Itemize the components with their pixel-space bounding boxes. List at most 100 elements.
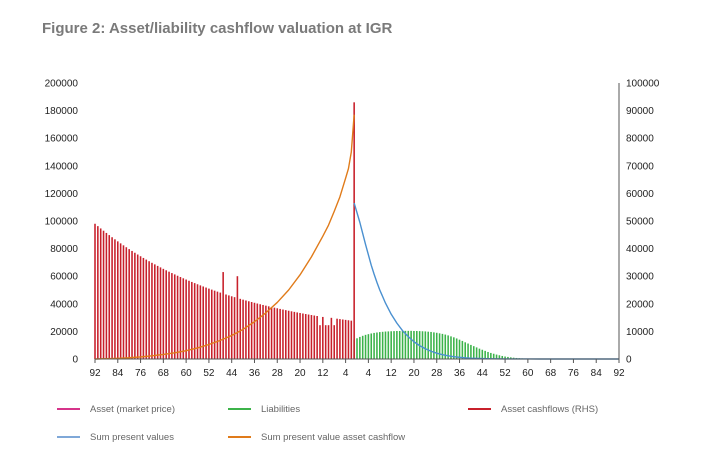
asset-cashflow-bar	[253, 302, 256, 359]
asset-cashflow-bar	[205, 287, 207, 359]
asset-cashflow-bar	[225, 294, 227, 359]
liability-bar	[495, 354, 498, 359]
liability-bar	[435, 332, 438, 359]
liability-bar	[401, 330, 404, 359]
asset-cashflow-bar	[341, 319, 344, 359]
asset-cashflow-bar	[285, 310, 287, 359]
liability-bar	[361, 335, 364, 359]
axes-layer: 0200004000060000800001000001200001400001…	[45, 79, 660, 380]
asset-cashflow-bar	[102, 230, 105, 359]
asset-cashflow-bar	[136, 254, 139, 359]
sum-pv-asset-cashflow-line	[94, 114, 355, 360]
asset-cashflow-bar	[353, 102, 355, 359]
liability-bar	[410, 330, 412, 359]
asset-cashflow-bar	[276, 308, 279, 359]
asset-cashflow-bar	[125, 247, 128, 359]
y-tick-label: 40000	[50, 299, 78, 310]
asset-cashflow-bar	[188, 280, 190, 359]
liability-bar	[393, 331, 395, 359]
asset-cashflow-bar	[139, 256, 142, 359]
liability-bar	[407, 330, 410, 359]
x-tick-label: 28	[431, 368, 443, 379]
liability-bar	[398, 330, 401, 359]
asset-cashflow-bar	[287, 310, 290, 359]
y-tick-label: 0	[72, 355, 78, 366]
asset-cashflow-bar	[310, 315, 313, 359]
x-tick-label: 36	[249, 368, 261, 379]
y-tick-label: 180000	[45, 106, 79, 117]
liability-bar	[475, 347, 478, 359]
liability-bar	[501, 355, 504, 359]
asset-cashflow-bar	[171, 273, 173, 359]
y-tick-label: 140000	[45, 161, 79, 172]
y2-tick-label: 0	[626, 355, 632, 366]
asset-cashflow-bar	[350, 320, 353, 359]
liability-bar	[359, 336, 361, 359]
liability-bar	[384, 331, 387, 359]
asset-cashflow-bar	[111, 237, 113, 359]
asset-cashflow-bar	[162, 268, 165, 359]
asset-cashflow-bar	[114, 239, 116, 359]
y2-tick-label: 60000	[626, 189, 654, 200]
asset-cashflow-bar	[165, 270, 167, 359]
y2-tick-label: 50000	[626, 217, 654, 228]
liability-bar	[381, 331, 384, 359]
asset-cashflow-bar	[210, 289, 213, 359]
x-tick-label: 44	[477, 368, 489, 379]
liability-bar	[379, 332, 381, 359]
liability-bar	[490, 352, 492, 359]
x-tick-label: 60	[181, 368, 193, 379]
asset-cashflow-bar	[219, 292, 222, 359]
liability-bar	[478, 348, 481, 359]
asset-cashflow-bar	[302, 313, 304, 359]
asset-cashflow-bar	[336, 318, 338, 359]
liability-bar	[447, 335, 449, 359]
asset-cashflow-bar	[105, 232, 108, 359]
asset-cashflow-bar	[176, 275, 179, 359]
x-tick-label: 28	[272, 368, 284, 379]
asset-cashflow-bar	[122, 245, 125, 359]
liability-bar	[487, 351, 489, 359]
x-tick-label: 12	[386, 368, 398, 379]
asset-cashflow-bar	[179, 277, 182, 359]
liability-bar	[387, 331, 390, 359]
asset-cashflow-bar	[131, 250, 133, 359]
asset-cashflow-bar	[145, 259, 148, 359]
asset-cashflow-bar	[199, 285, 202, 359]
liability-bar	[461, 340, 464, 359]
liability-bar	[421, 331, 424, 359]
x-tick-label: 4	[366, 368, 372, 379]
x-tick-label: 52	[203, 368, 215, 379]
legend-label: Sum present value asset cashflow	[261, 432, 405, 443]
asset-cashflow-bar	[299, 312, 301, 359]
lines-layer	[94, 114, 619, 360]
asset-cashflow-bar	[273, 307, 276, 359]
liability-bar	[413, 330, 415, 359]
asset-cashflow-bar	[230, 296, 233, 359]
liability-bar	[484, 350, 486, 359]
legend-layer: Asset (market price) Liabilities Asset cas…	[57, 404, 598, 443]
liability-bar	[438, 333, 441, 359]
liability-bar	[507, 356, 509, 359]
y-tick-label: 80000	[50, 244, 78, 255]
asset-cashflow-bar	[99, 228, 102, 359]
y-tick-label: 100000	[45, 217, 79, 228]
y-tick-label: 200000	[45, 79, 79, 90]
asset-cashflow-bar	[97, 226, 99, 359]
x-tick-label: 20	[294, 368, 306, 379]
asset-cashflow-bar	[208, 288, 210, 359]
asset-cashflow-bar	[191, 281, 193, 359]
asset-cashflow-bar	[173, 274, 176, 359]
liability-bar	[444, 334, 447, 359]
liability-bar	[498, 355, 501, 359]
asset-cashflow-bar	[265, 305, 267, 359]
asset-cashflow-bar	[196, 284, 199, 359]
liability-bar	[481, 349, 484, 359]
liability-bar	[472, 346, 475, 359]
x-tick-label: 20	[408, 368, 420, 379]
asset-cashflow-bar	[156, 265, 159, 359]
asset-cashflow-bar	[117, 241, 119, 359]
y2-tick-label: 100000	[626, 79, 660, 90]
asset-cashflow-bar	[259, 304, 261, 359]
